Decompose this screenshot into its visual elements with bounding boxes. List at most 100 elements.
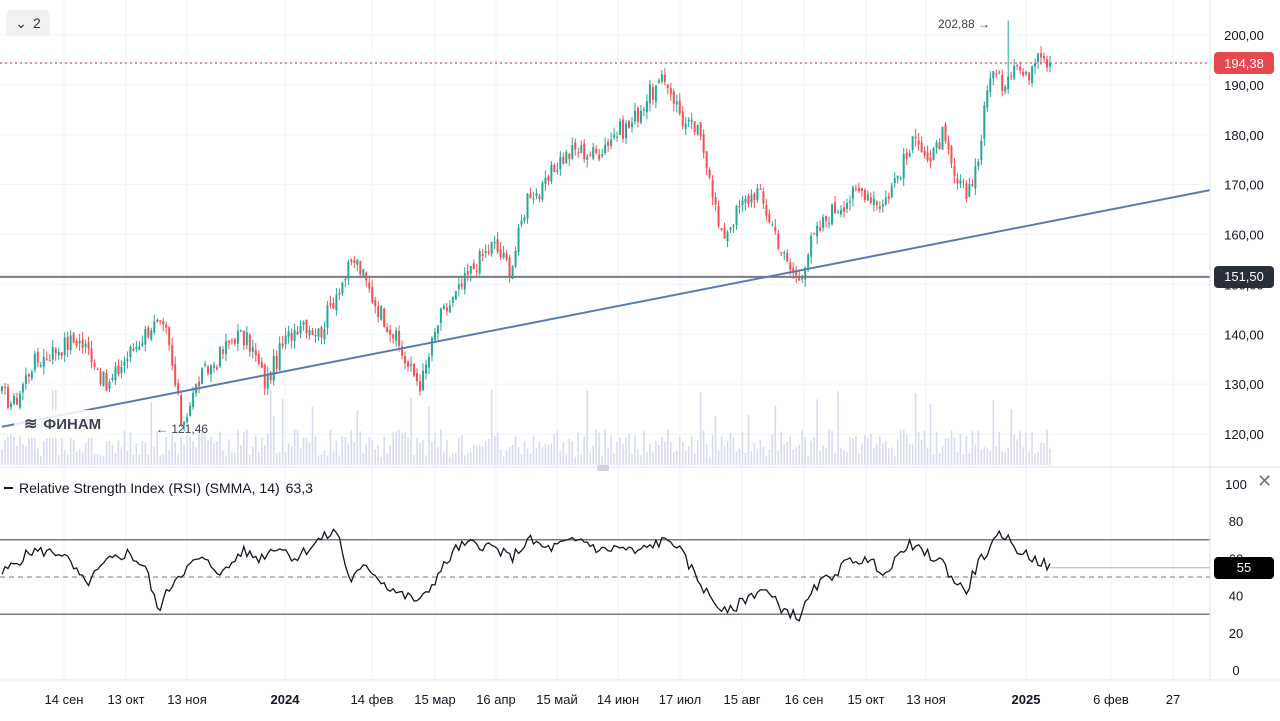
volume-bar [759, 439, 762, 465]
volume-bar [434, 432, 436, 465]
candle-body [774, 226, 777, 232]
volume-bar [947, 438, 950, 465]
volume-bar [281, 398, 284, 465]
candle-body [535, 193, 538, 196]
candle-body [630, 122, 633, 127]
candle-body [126, 358, 129, 362]
level-price-tag: 151,50 [1214, 265, 1274, 288]
volume-bar [499, 449, 502, 465]
close-icon[interactable]: ✕ [1257, 471, 1273, 491]
volume-bar [637, 448, 639, 465]
candle-body [398, 330, 401, 346]
volume-bar [819, 450, 821, 465]
candle-body [54, 348, 57, 354]
candle-body [472, 263, 475, 269]
volume-bar [395, 431, 397, 465]
volume-bar [544, 444, 547, 465]
candle-body [607, 142, 610, 146]
volume-bar [302, 437, 305, 465]
candle-body [586, 156, 589, 160]
volume-bar [159, 455, 162, 465]
volume-bar [484, 440, 487, 465]
volume-bar [10, 434, 12, 465]
candle-body [144, 328, 147, 345]
candle-body [633, 110, 636, 122]
candle-body [708, 169, 711, 178]
collapse-indicators-button[interactable]: ⌄ 2 [6, 10, 50, 36]
candle-body [27, 373, 30, 377]
volume-bar [810, 440, 812, 465]
candle-body [317, 328, 320, 337]
rsi-legend[interactable]: Relative Strength Index (RSI) (SMMA, 14)… [4, 480, 313, 496]
candle-body [281, 343, 284, 347]
candle-body [598, 154, 601, 160]
volume-bar [693, 453, 696, 465]
candle-body [645, 101, 648, 113]
time-tick-label: 17 июл [659, 692, 701, 707]
candle-body [968, 183, 971, 197]
candle-body [1004, 86, 1007, 92]
rsi-tick-label: 100 [1225, 477, 1247, 492]
volume-bar [135, 443, 138, 465]
candle-body [562, 156, 565, 164]
candle-body [251, 347, 254, 352]
volume-bar [407, 437, 409, 465]
volume-bar [1001, 451, 1004, 465]
volume-bar [873, 447, 875, 465]
candle-body [233, 338, 236, 344]
volume-bar [992, 400, 995, 465]
volume-bar [1046, 429, 1048, 465]
volume-bar [144, 442, 147, 465]
candle-body [3, 386, 6, 389]
volume-bar [738, 448, 741, 465]
volume-bar [777, 451, 780, 465]
volume-bar [490, 390, 493, 465]
volume-bar [463, 455, 466, 465]
volume-bar [807, 455, 809, 465]
volume-bar [213, 443, 215, 465]
volume-bar [153, 447, 156, 465]
candle-body [532, 198, 535, 200]
volume-bar [266, 433, 269, 465]
candle-body [275, 356, 278, 369]
volume-bar [529, 453, 532, 465]
volume-bar [7, 436, 9, 465]
candle-body [69, 335, 72, 351]
volume-bar [753, 442, 756, 465]
volume-bar [257, 452, 260, 465]
candle-body [625, 123, 628, 139]
volume-bar [338, 455, 341, 465]
volume-bar [971, 431, 974, 465]
volume-bar [837, 390, 839, 465]
candle-body [451, 297, 454, 303]
volume-bar [371, 440, 374, 465]
candle-body [162, 321, 165, 325]
candle-body [460, 283, 463, 287]
volume-bar [670, 442, 672, 465]
candle-body [804, 268, 807, 280]
volume-bar [93, 454, 96, 465]
candle-body [938, 142, 941, 150]
price-tick-label: 140,00 [1224, 327, 1264, 342]
candle-body [63, 337, 66, 355]
candle-body [272, 356, 275, 381]
time-tick-label: 27 [1166, 692, 1180, 707]
volume-bar [1049, 448, 1051, 465]
volume-bar [219, 431, 221, 465]
collapsed-count: 2 [32, 15, 41, 31]
candle-body [780, 251, 783, 253]
volume-bar [114, 452, 117, 465]
volume-bar [747, 414, 750, 465]
candle-body [389, 329, 392, 335]
candle-body [302, 322, 305, 325]
volume-bar [902, 429, 905, 465]
volume-bar [290, 446, 293, 465]
rsi-tick-label: 40 [1229, 589, 1243, 604]
candle-body [30, 371, 33, 379]
rsi-legend-title: Relative Strength Index (RSI) (SMMA, 14) [19, 480, 280, 496]
candle-body [424, 364, 427, 374]
candle-body [353, 260, 356, 264]
candle-body [135, 346, 138, 350]
candle-body [427, 357, 430, 368]
